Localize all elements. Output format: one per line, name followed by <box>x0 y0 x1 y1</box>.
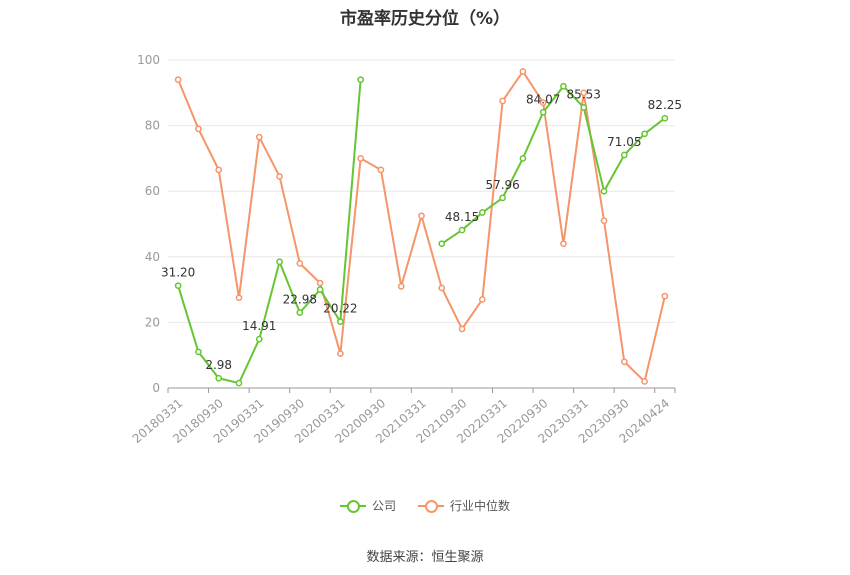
y-tick-label: 80 <box>145 119 160 133</box>
data-label: 2.98 <box>205 358 232 372</box>
data-point-company <box>661 114 669 122</box>
data-point-company <box>296 309 304 316</box>
data-point-industry-median <box>620 358 628 366</box>
data-point-industry-median <box>580 89 588 97</box>
data-point-company <box>337 318 344 326</box>
data-point-industry-median <box>478 296 486 303</box>
chart-title: 市盈率历史分位（%） <box>339 9 511 29</box>
data-point-company <box>174 282 182 290</box>
data-point-company <box>235 379 243 387</box>
data-point-company <box>499 194 506 202</box>
data-label: 48.15 <box>445 210 479 224</box>
data-point-company <box>560 82 567 90</box>
y-tick-label: 20 <box>145 315 160 329</box>
data-label: 71.05 <box>607 135 641 149</box>
data-source-note: 数据来源：恒生聚源 <box>366 550 484 565</box>
data-point-industry-median <box>174 76 182 84</box>
data-point-company <box>458 226 466 234</box>
data-point-company <box>519 155 527 162</box>
data-point-industry-median <box>499 97 506 105</box>
data-point-company <box>195 348 202 356</box>
data-point-industry-median <box>600 217 608 225</box>
legend: 公司 行业中位数 <box>0 497 850 514</box>
data-point-industry-median <box>560 240 567 248</box>
data-point-company <box>641 130 648 138</box>
data-label: 20.22 <box>323 302 357 316</box>
data-point-industry-median <box>539 99 547 106</box>
data-point-industry-median <box>215 166 223 174</box>
data-point-industry-median <box>337 350 344 357</box>
data-point-industry-median <box>397 282 405 290</box>
legend-company-label: 公司 <box>371 499 396 513</box>
y-tick-label: 0 <box>152 381 160 395</box>
data-point-industry-median <box>357 155 365 162</box>
data-label: 31.20 <box>161 266 195 280</box>
data-point-industry-median <box>418 212 425 220</box>
data-label: 84.07 <box>526 92 560 106</box>
data-point-company <box>438 240 446 248</box>
data-point-industry-median <box>377 166 385 174</box>
data-point-industry-median <box>519 68 527 75</box>
data-point-industry-median <box>276 173 283 180</box>
data-point-company <box>620 151 628 159</box>
data-point-company <box>478 209 486 216</box>
y-tick-label: 100 <box>137 53 160 67</box>
legend-item-company[interactable]: 公司 <box>339 497 396 514</box>
data-label: 14.91 <box>242 319 276 333</box>
data-point-company <box>600 187 608 195</box>
data-point-industry-median <box>296 260 304 267</box>
legend-item-industry-median[interactable]: 行业中位数 <box>418 497 510 514</box>
y-tick-label: 40 <box>145 250 160 264</box>
legend-industry-label: 行业中位数 <box>450 499 511 513</box>
data-point-industry-median <box>661 292 669 300</box>
data-point-industry-median <box>255 133 263 141</box>
data-point-company <box>357 76 365 84</box>
data-point-company <box>580 104 588 111</box>
series-line-company <box>441 85 666 245</box>
legend-company-marker-icon <box>339 499 366 513</box>
data-label: 22.98 <box>283 293 317 307</box>
data-point-industry-median <box>195 125 202 133</box>
data-point-industry-median <box>316 279 324 287</box>
data-label: 85.53 <box>567 87 601 101</box>
data-label: 57.96 <box>485 178 519 192</box>
data-point-company <box>539 108 547 116</box>
data-point-company <box>276 258 283 266</box>
y-tick-label: 60 <box>145 184 160 198</box>
data-point-industry-median <box>458 325 466 333</box>
data-point-company <box>316 286 324 293</box>
data-point-company <box>255 335 263 343</box>
data-label: 82.25 <box>648 98 682 112</box>
data-point-industry-median <box>641 378 648 385</box>
data-point-industry-median <box>235 294 243 302</box>
series-line-company <box>177 79 362 385</box>
series-line-industry-median <box>177 70 666 383</box>
data-point-company <box>215 374 223 382</box>
legend-industry-marker-icon <box>418 499 444 513</box>
data-point-industry-median <box>438 284 446 292</box>
